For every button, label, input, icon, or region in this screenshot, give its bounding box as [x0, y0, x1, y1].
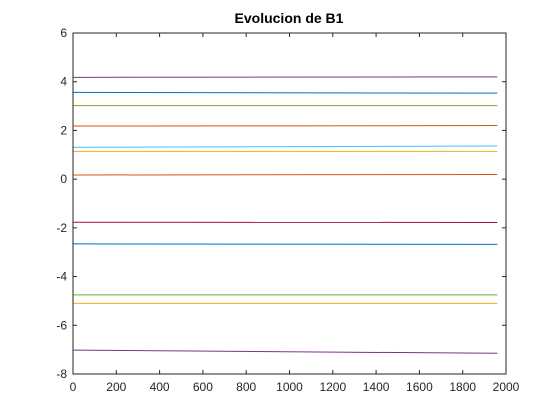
- x-tick-label: 400: [150, 380, 170, 394]
- x-tick-label: 0: [70, 380, 77, 394]
- y-tick-label: -6: [56, 318, 67, 332]
- x-tick-label: 200: [106, 380, 126, 394]
- series-layer: [73, 76, 498, 354]
- x-tick-label: 2000: [493, 380, 520, 394]
- y-tick-label: -4: [56, 270, 67, 284]
- y-tick-label: 4: [60, 75, 67, 89]
- chart-title: Evolucion de B1: [235, 10, 344, 26]
- x-tick-label: 800: [236, 380, 256, 394]
- x-tick-label: 1400: [363, 380, 390, 394]
- x-tick-label: 600: [193, 380, 213, 394]
- axes-layer: 0 200 400 600 800 1000 1200 1400 1600 1800 2000 6 4 2…: [56, 26, 519, 394]
- y-tick-label: 6: [60, 26, 67, 40]
- plot-area: [73, 33, 506, 374]
- series-line-12: [73, 349, 498, 354]
- y-tick-label: 2: [60, 123, 67, 137]
- x-tick-label: 1600: [406, 380, 433, 394]
- series-line-5: [73, 145, 498, 148]
- x-tick-label: 1000: [276, 380, 303, 394]
- y-tick-label: 0: [60, 172, 67, 186]
- x-tick-label: 1200: [319, 380, 346, 394]
- series-line-2: [73, 91, 498, 94]
- y-tick-label: -8: [56, 367, 67, 381]
- x-tick-label: 1800: [449, 380, 476, 394]
- y-tick-label: -2: [56, 221, 67, 235]
